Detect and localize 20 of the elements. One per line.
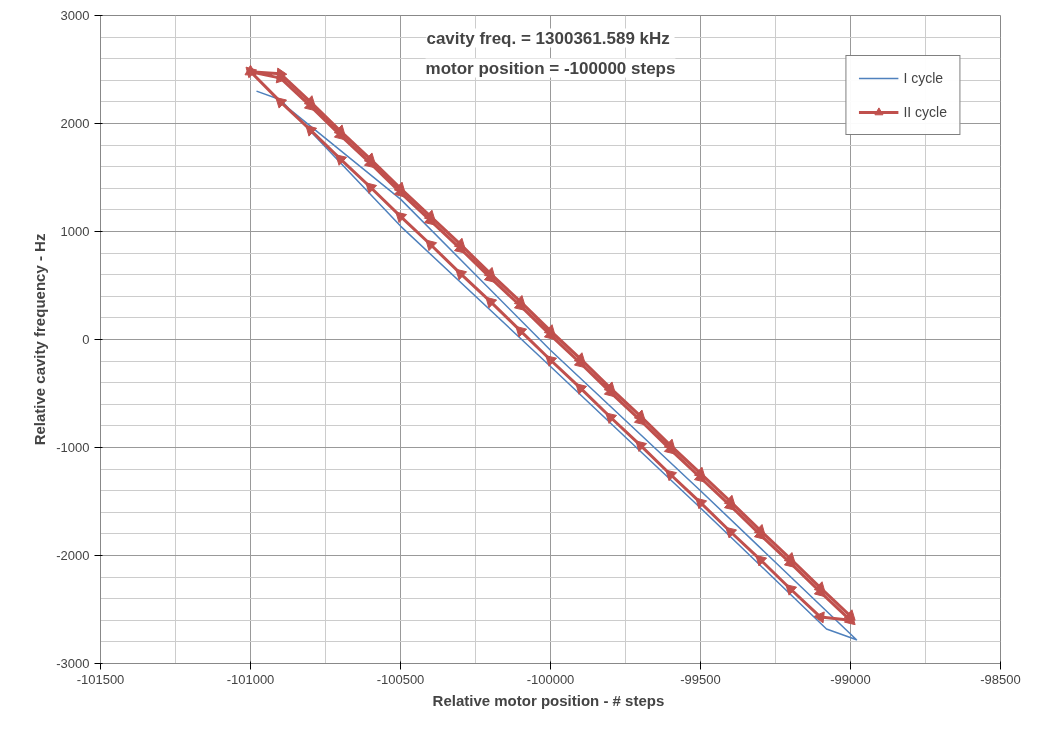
- x-tick-label: -100500: [376, 671, 425, 687]
- legend-label: II cycle: [903, 104, 947, 120]
- y-tick-label: 2000: [60, 116, 90, 131]
- x-axis-title: Relative motor position - # steps: [432, 691, 665, 709]
- annotation: motor position = -100000 steps: [425, 58, 676, 78]
- x-tick-label: -100000: [526, 671, 575, 687]
- x-tick-label: -99000: [830, 671, 871, 687]
- x-tick-label: -101000: [226, 671, 275, 687]
- annotation: cavity freq. = 1300361.589 kHz: [426, 28, 670, 48]
- y-tick-label: 0: [82, 332, 90, 347]
- x-tick-label: -98500: [980, 671, 1021, 687]
- legend-label: I cycle: [903, 70, 944, 86]
- y-tick-label: -2000: [56, 548, 90, 563]
- x-tick-label: -99500: [680, 671, 721, 687]
- x-tick-label: -101500: [76, 671, 125, 687]
- y-tick-label: -1000: [56, 440, 90, 455]
- y-tick-label: -3000: [56, 656, 90, 671]
- y-tick-label: 3000: [60, 8, 90, 23]
- y-tick-label: 1000: [60, 224, 90, 239]
- y-axis-title: Relative cavity frequency - Hz: [31, 233, 49, 446]
